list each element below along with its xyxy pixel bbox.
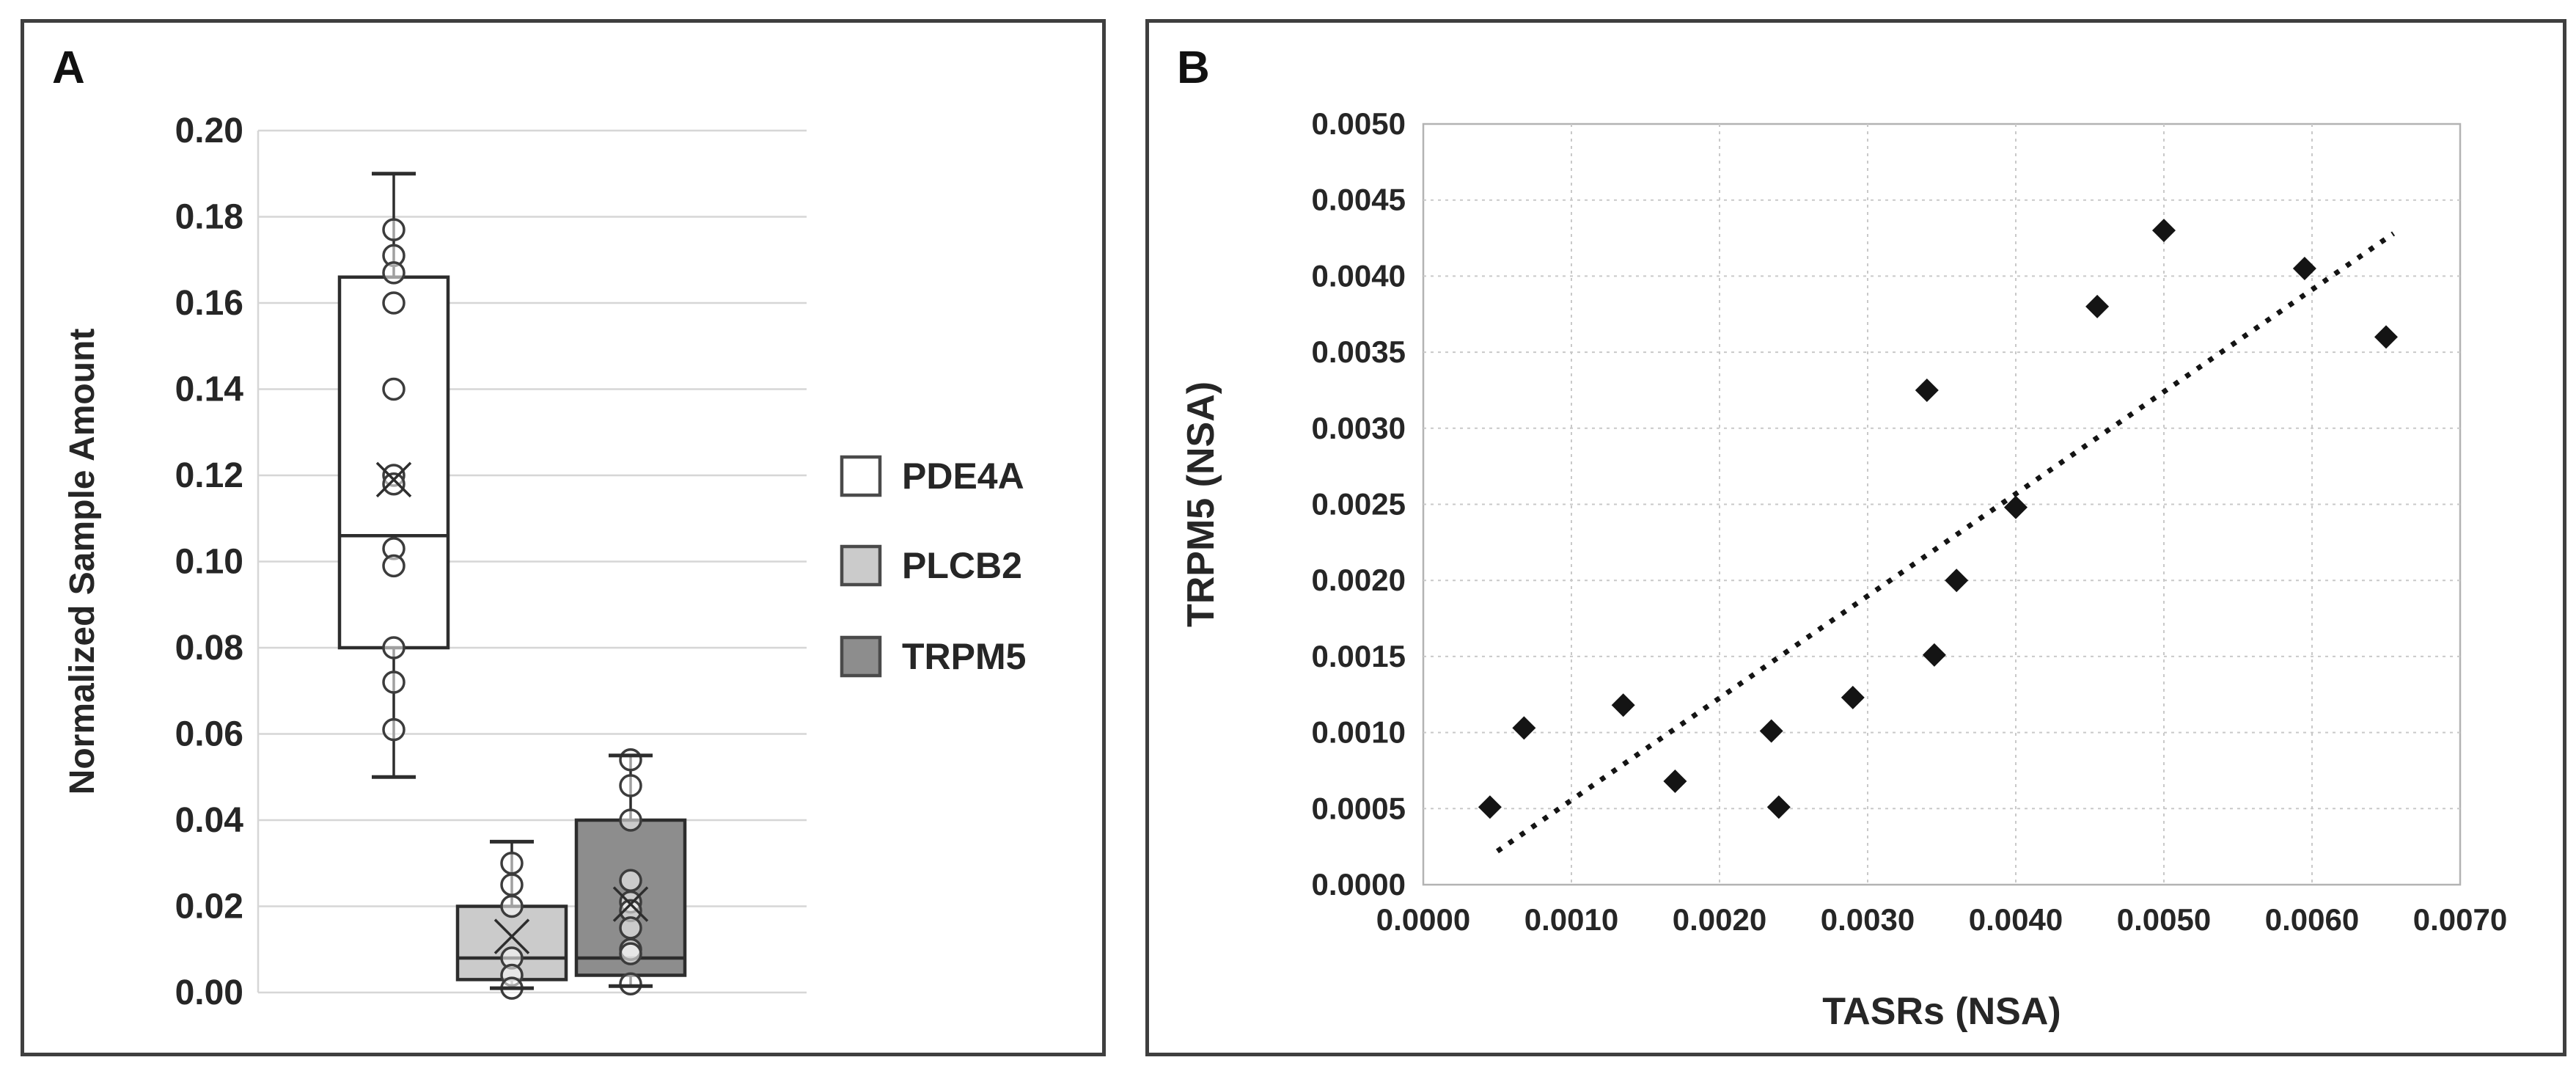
- y-tick-label: 0.04: [175, 801, 244, 840]
- data-point-circle: [382, 717, 406, 742]
- scatter-point: [1841, 685, 1865, 709]
- panel-a-boxplot: A 0.00 0.02 0.04 0.06 0.08 0.10 0.12 0.14 0.16 0.…: [21, 19, 1106, 1056]
- trendline: [1496, 231, 2396, 854]
- y-tick-label: 0.14: [175, 370, 244, 409]
- data-point-circle: [382, 554, 406, 578]
- data-point-circle: [619, 748, 642, 772]
- y-tick-label: 0.0025: [1312, 487, 1406, 522]
- boxplot-svg: 0.00 0.02 0.04 0.06 0.08 0.10 0.12 0.14 0.16 0.18…: [63, 112, 1026, 1012]
- mean-x-marker: [375, 461, 412, 498]
- scatter-point: [1922, 643, 1946, 667]
- data-point-circle: [619, 869, 642, 892]
- y-tick-label: 0.0035: [1312, 335, 1406, 369]
- x-tick-label: 0.0050: [2117, 902, 2211, 937]
- x-tick-label: 0.0070: [2413, 902, 2507, 937]
- box-series-PLCB2: [455, 839, 568, 1000]
- scatter-point: [1611, 693, 1635, 717]
- data-point-circle: [382, 218, 406, 241]
- y-tick-label: 0.0005: [1312, 791, 1406, 825]
- box: [455, 904, 568, 982]
- mean-x-marker: [493, 918, 530, 954]
- scatter-point: [2152, 219, 2176, 243]
- y-tick-label: 0.18: [175, 198, 243, 237]
- scatter-point: [1945, 569, 1969, 593]
- legend-item-TRPM5: TRPM5: [840, 635, 1026, 678]
- data-point-circle: [382, 670, 406, 694]
- scatterplot-svg: 0.0000 0.0010 0.0020 0.0030 0.0040 0.0050 0.00…: [1180, 106, 2507, 1033]
- panel-a-label: A: [52, 43, 85, 93]
- y-tick-label: 0.02: [175, 888, 243, 926]
- data-point-circle: [382, 291, 406, 315]
- scatter-point: [2004, 495, 2028, 519]
- scatter-point: [1766, 795, 1791, 819]
- data-point-circle: [619, 972, 642, 995]
- data-point-circle: [619, 942, 642, 965]
- scatter-point: [1759, 719, 1783, 743]
- data-point-circle: [382, 377, 406, 401]
- scatter-point: [1478, 795, 1502, 819]
- data-point-circle: [500, 852, 524, 875]
- x-tick-label: 0.0010: [1524, 902, 1618, 937]
- y-tick-label: 0.08: [175, 629, 243, 668]
- x-tick-label: 0.0030: [1821, 902, 1915, 937]
- y-tick-label: 0.0000: [1312, 867, 1406, 902]
- legend-swatch: [840, 635, 882, 678]
- y-tick-label: 0.0040: [1312, 258, 1406, 293]
- data-point-circle: [382, 261, 406, 285]
- legend-swatch: [840, 544, 882, 587]
- y-tick-label: 0.0050: [1312, 106, 1406, 141]
- y-tick-label: 0.0045: [1312, 183, 1406, 217]
- x-axis-title: TASRs (NSA): [1822, 990, 2061, 1033]
- panel-b-label: B: [1177, 43, 1210, 93]
- data-point-circle: [500, 894, 524, 918]
- scatter-point: [2085, 294, 2110, 318]
- y-axis-title: Normalized Sample Amount: [63, 329, 102, 795]
- legend-item-PDE4A: PDE4A: [840, 455, 1024, 497]
- box-series-PDE4A: [337, 172, 450, 779]
- data-point-circle: [382, 636, 406, 659]
- data-point-circle: [500, 873, 524, 896]
- legend-label: PDE4A: [902, 456, 1024, 497]
- y-tick-label: 0.00: [175, 973, 243, 1012]
- x-tick-label: 0.0040: [1969, 902, 2063, 937]
- y-tick-label: 0.0030: [1312, 411, 1406, 445]
- y-tick-label: 0.0015: [1312, 639, 1406, 673]
- x-tick-label: 0.0060: [2265, 902, 2359, 937]
- legend-swatch: [840, 455, 882, 497]
- data-point-circle: [619, 808, 642, 832]
- mean-x-marker: [612, 886, 649, 922]
- y-tick-label: 0.10: [175, 543, 243, 582]
- legend-label: PLCB2: [902, 545, 1022, 586]
- scatter-point: [2292, 257, 2316, 281]
- y-tick-label: 0.0010: [1312, 715, 1406, 750]
- legend-label: TRPM5: [902, 636, 1026, 677]
- box: [337, 275, 450, 650]
- scatter-point: [1915, 378, 1939, 402]
- box-series-TRPM5: [574, 748, 687, 995]
- y-tick-label: 0.0020: [1312, 563, 1406, 597]
- data-point-circle: [382, 472, 406, 496]
- x-tick-label: 0.0000: [1376, 902, 1470, 937]
- scatter-point: [1512, 716, 1536, 740]
- x-tick-label: 0.0020: [1673, 902, 1766, 937]
- y-axis-title: TRPM5 (NSA): [1180, 381, 1222, 627]
- scatter-point: [1663, 769, 1687, 793]
- y-tick-label: 0.06: [175, 715, 243, 754]
- data-point-circle: [619, 774, 642, 797]
- y-tick-label: 0.16: [175, 284, 243, 323]
- y-tick-label: 0.20: [175, 112, 243, 150]
- legend-item-PLCB2: PLCB2: [840, 544, 1022, 587]
- y-tick-label: 0.12: [175, 456, 243, 495]
- scatter-point: [2374, 325, 2398, 349]
- panel-b-scatterplot: B 0.0000 0.0010 0.0020 0.0030 0.0040 0.0050 0.…: [1145, 19, 2566, 1056]
- data-point-circle: [619, 916, 642, 940]
